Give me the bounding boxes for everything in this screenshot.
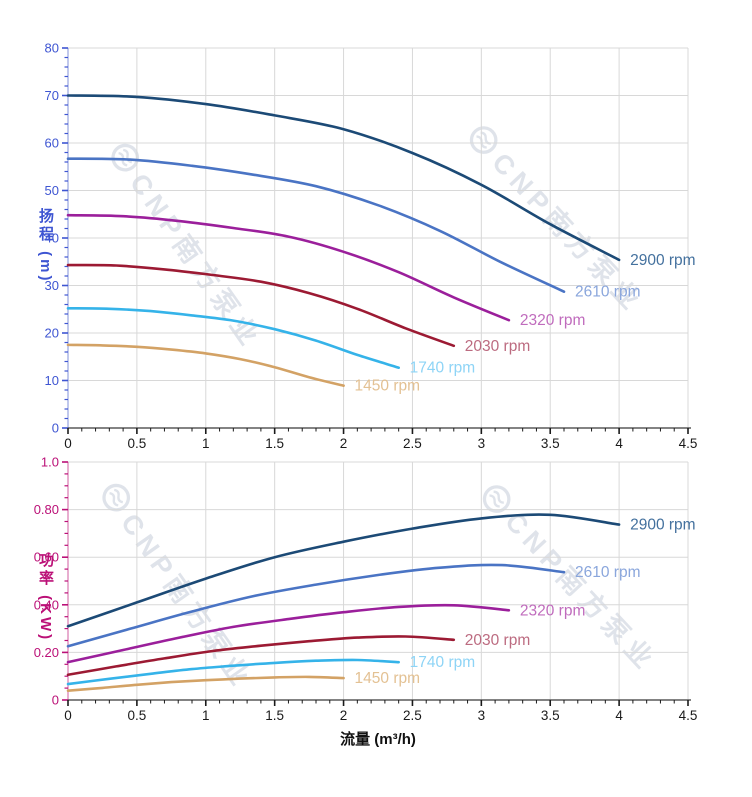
x-tick-label: 4.5 — [679, 708, 698, 723]
chart-1: 0 0.20 0.40 0.60 0.80 1.0 0 0.5 1 1.5 2 2.5 3 3.5 4 4.5… — [34, 455, 698, 724]
x-tick-label: 2 — [340, 708, 348, 723]
x-tick-label: 3.5 — [541, 436, 560, 451]
y-tick-label: 1.0 — [41, 455, 59, 470]
curve-2900-rpm — [66, 94, 621, 262]
x-tick-label: 2 — [340, 436, 348, 451]
y-tick-label: 0 — [52, 693, 59, 708]
x-tick-label: 0 — [64, 708, 72, 723]
curve-label-1740-rpm: 1740 rpm — [410, 360, 475, 377]
x-tick-label: 4.5 — [679, 436, 698, 451]
curve-2320-rpm — [66, 213, 511, 322]
curve-2030-rpm — [66, 263, 456, 348]
flow-axis-title: 流量 (m³/h) — [340, 731, 416, 748]
curve-2320-rpm — [66, 603, 511, 664]
y-tick-label: 50 — [45, 183, 59, 198]
curve-1450-rpm — [66, 343, 345, 387]
curve-label-1740-rpm: 1740 rpm — [410, 654, 475, 671]
y-tick-label: 0.40 — [34, 597, 59, 612]
y-tick-label: 0.20 — [34, 645, 59, 660]
x-tick-label: 3.5 — [541, 708, 560, 723]
curve-1450-rpm — [66, 675, 345, 693]
x-tick-label: 2.5 — [403, 708, 422, 723]
x-tick-label: 0.5 — [127, 436, 146, 451]
chart-0: 0 10 20 30 40 50 60 70 80 0 0.5 1 1.5 2 2.5 3 3.5 4 4.5 290… — [45, 41, 698, 452]
x-tick-label: 2.5 — [403, 436, 422, 451]
x-tick-label: 4 — [615, 436, 623, 451]
x-tick-label: 3 — [478, 708, 486, 723]
curve-2030-rpm — [66, 635, 456, 677]
power-axis-title: 功率 (KW) — [37, 552, 54, 643]
y-tick-label: 70 — [45, 88, 59, 103]
curve-2900-rpm — [66, 513, 621, 628]
x-tick-label: 1 — [202, 436, 210, 451]
curve-label-1450-rpm: 1450 rpm — [355, 378, 420, 395]
curve-1740-rpm — [66, 658, 400, 686]
curve-label-2030-rpm: 2030 rpm — [465, 632, 530, 649]
x-tick-label: 1 — [202, 708, 210, 723]
x-tick-label: 3 — [478, 436, 486, 451]
y-tick-label: 40 — [45, 231, 59, 246]
curve-label-2900-rpm: 2900 rpm — [630, 252, 695, 269]
curve-label-2900-rpm: 2900 rpm — [630, 517, 695, 534]
x-tick-label: 1.5 — [265, 708, 284, 723]
curve-label-2610-rpm: 2610 rpm — [575, 564, 640, 581]
x-tick-label: 0 — [64, 436, 72, 451]
x-tick-label: 1.5 — [265, 436, 284, 451]
y-tick-label: 0.60 — [34, 550, 59, 565]
y-tick-label: 10 — [45, 373, 59, 388]
curve-1740-rpm — [66, 307, 400, 369]
curve-label-2320-rpm: 2320 rpm — [520, 312, 585, 329]
curve-label-2320-rpm: 2320 rpm — [520, 602, 585, 619]
y-tick-label: 0.80 — [34, 502, 59, 517]
x-tick-label: 0.5 — [127, 708, 146, 723]
curve-label-2610-rpm: 2610 rpm — [575, 284, 640, 301]
curve-label-2030-rpm: 2030 rpm — [465, 338, 530, 355]
curve-2610-rpm — [66, 563, 566, 648]
y-tick-label: 60 — [45, 136, 59, 151]
x-tick-label: 4 — [615, 708, 623, 723]
y-tick-label: 30 — [45, 278, 59, 293]
y-tick-label: 20 — [45, 326, 59, 341]
y-tick-label: 80 — [45, 41, 59, 56]
head-axis-title: 扬程 (m) — [37, 208, 54, 284]
y-tick-label: 0 — [52, 421, 59, 436]
curve-2610-rpm — [66, 157, 566, 293]
curve-label-1450-rpm: 1450 rpm — [355, 670, 420, 687]
